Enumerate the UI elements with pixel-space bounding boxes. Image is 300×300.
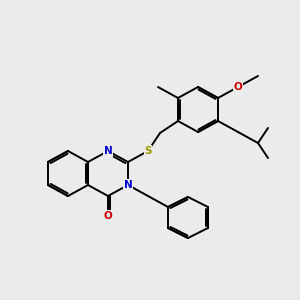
- Text: N: N: [124, 180, 132, 190]
- Text: N: N: [103, 146, 112, 156]
- Text: O: O: [234, 82, 242, 92]
- Text: S: S: [144, 146, 152, 156]
- Text: O: O: [103, 211, 112, 221]
